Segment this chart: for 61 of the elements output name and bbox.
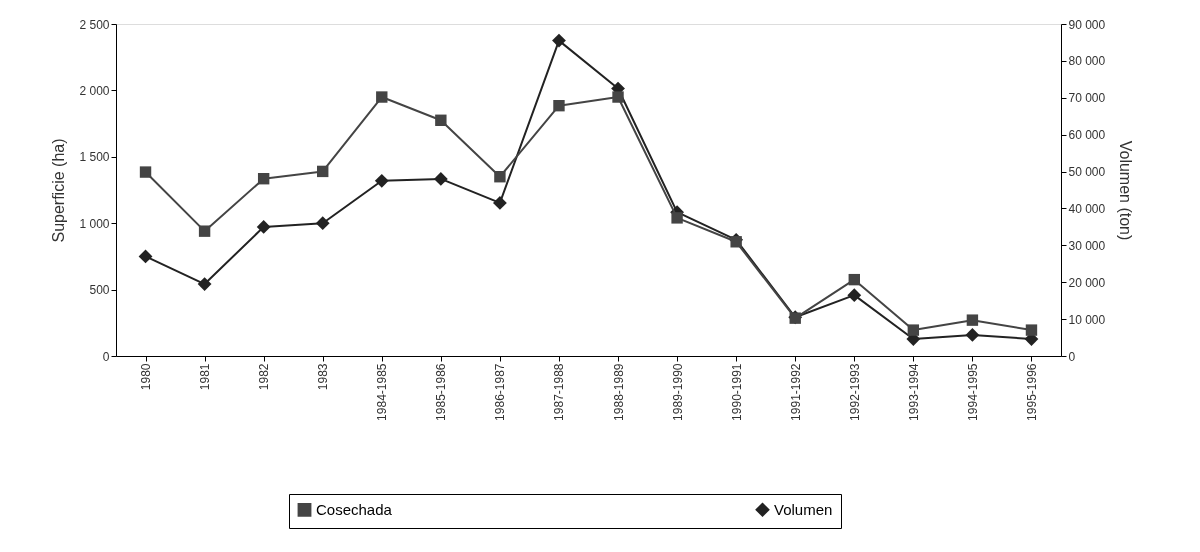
point — [847, 288, 862, 303]
y2-tick-label: 30 000 — [1068, 238, 1106, 253]
point — [965, 328, 980, 342]
point — [671, 212, 683, 224]
point — [730, 236, 742, 248]
x-tick-label: 1986-1987 — [493, 363, 508, 421]
y2-tick-label: 50 000 — [1068, 165, 1106, 180]
x-tick-label: 1984-1985 — [375, 363, 390, 421]
x-tick-label: 1988-1989 — [611, 363, 626, 421]
y-tick-label: 500 — [89, 283, 110, 298]
point — [139, 166, 152, 178]
x-tick-label: 1993-1994 — [906, 363, 921, 421]
y2-tick-label: 10 000 — [1068, 312, 1106, 327]
point — [494, 171, 506, 183]
x-tick-label: 1983 — [316, 363, 331, 391]
point — [493, 196, 507, 210]
y2-tick-label: 60 000 — [1068, 128, 1106, 143]
x-tick-label: 1980 — [139, 363, 154, 391]
x-tick-label: 1991-1992 — [788, 363, 803, 421]
legend-label: Cosechada — [316, 500, 393, 518]
y-tick-label: 1 000 — [79, 216, 110, 231]
x-tick-label: 1981 — [198, 363, 213, 391]
point — [317, 165, 329, 178]
y2-tick-label: 40 000 — [1068, 201, 1106, 216]
point — [374, 173, 389, 188]
legend-label: Volumen — [774, 500, 833, 518]
x-tick-label: 1992-1993 — [847, 363, 862, 421]
y2-tick-label: 90 000 — [1068, 17, 1106, 32]
x-tick-label: 1995-1996 — [1024, 363, 1039, 421]
point — [197, 277, 212, 291]
x-tick-label: 1994-1995 — [965, 363, 980, 421]
point — [848, 273, 860, 286]
point — [612, 91, 624, 103]
x-tick-label: 1987-1988 — [552, 363, 567, 421]
point — [907, 324, 920, 336]
point — [435, 114, 447, 126]
y-axis-title: Superficie (ha) — [50, 138, 68, 243]
y2-tick-label: 80 000 — [1068, 54, 1106, 69]
x-tick-label: 1989-1990 — [670, 363, 685, 421]
y-tick-label: 2 000 — [79, 83, 110, 98]
y-tick-label: 1 500 — [79, 150, 110, 165]
point — [256, 220, 271, 234]
point — [376, 91, 388, 103]
point — [198, 225, 211, 237]
point — [966, 314, 979, 326]
y2-tick-label: 20 000 — [1068, 275, 1106, 290]
y2-axis-title: Volumen (ton) — [1117, 140, 1135, 241]
x-tick-label: 1982 — [257, 363, 272, 391]
y2-tick-label: 70 000 — [1068, 91, 1106, 106]
x-tick-label: 1990-1991 — [729, 363, 744, 421]
y-tick-label: 0 — [102, 349, 110, 364]
point — [552, 33, 566, 48]
point — [553, 99, 565, 112]
y-tick-label: 2 500 — [79, 17, 110, 32]
x-tick-label: 1985-1986 — [434, 363, 449, 421]
point — [1025, 324, 1038, 336]
point — [257, 173, 270, 185]
point — [433, 172, 448, 186]
point — [315, 216, 330, 231]
point — [138, 249, 153, 264]
y2-tick-label: 0 — [1068, 349, 1076, 364]
